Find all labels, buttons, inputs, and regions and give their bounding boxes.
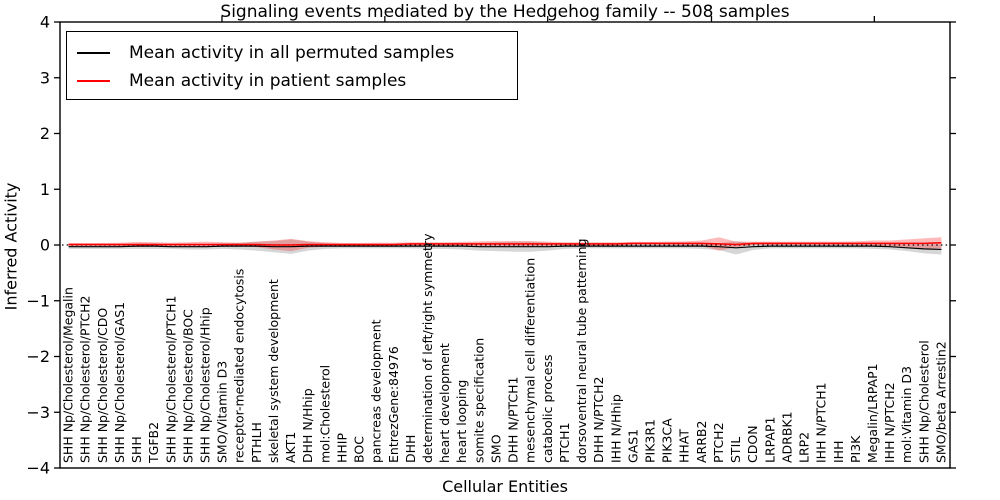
y-tick-label: −1 [26, 291, 50, 310]
x-tick-label: IHH N/Hhip [608, 394, 623, 463]
x-tick-label: PTCH1 [557, 422, 572, 463]
y-tick-label: 2 [40, 124, 50, 143]
x-tick-label: IHH [831, 441, 846, 464]
x-tick-label: IHH N/PTCH2 [882, 382, 897, 463]
x-tick-label: SHH Np/Cholesterol/BOC [180, 309, 195, 463]
x-tick-label: mesenchymal cell differentiation [523, 258, 538, 463]
x-tick-label: SMO/beta Arrestin2 [933, 341, 948, 463]
x-tick-label: GAS1 [625, 429, 640, 463]
y-axis-label: Inferred Activity [1, 182, 21, 311]
legend-row-permuted: Mean activity in all permuted samples [77, 39, 517, 67]
permuted-line-swatch [77, 52, 110, 54]
x-tick-label: AKT1 [283, 432, 298, 463]
chart-title: Signaling events mediated by the Hedgeho… [220, 2, 790, 22]
y-tick-label: 0 [40, 236, 50, 255]
x-tick-label: somite specification [471, 338, 486, 463]
x-tick-label: HHAT [677, 429, 692, 463]
x-tick-label: ADRBK1 [779, 411, 794, 463]
x-tick-label: DHH [403, 435, 418, 463]
permuted-mean-line [68, 245, 942, 251]
patient-line-swatch [77, 80, 110, 82]
y-tick-label: 1 [40, 180, 50, 199]
x-tick-label: Megalin/LRPAP1 [865, 363, 880, 463]
x-tick-label: STIL [728, 437, 743, 463]
x-tick-label: SHH Np/Cholesterol/PTCH1 [163, 296, 178, 464]
x-tick-label: heart looping [454, 380, 469, 463]
x-tick-label: PTHLH [249, 422, 264, 463]
x-tick-label: EntrezGene:84976 [386, 346, 401, 463]
x-tick-label: CDON [745, 425, 760, 463]
x-tick-label: SMO/Vitamin D3 [215, 361, 230, 463]
y-tick-label: −2 [26, 347, 50, 366]
x-tick-label: SHH Np/Cholesterol/GAS1 [112, 302, 127, 463]
x-tick-label: IHH N/PTCH1 [814, 382, 829, 463]
x-tick-label: TGFB2 [146, 422, 161, 464]
y-tick-label: 3 [40, 68, 50, 87]
x-tick-label: PIK3CA [660, 418, 675, 463]
x-tick-label: catabolic process [540, 354, 555, 463]
legend: Mean activity in all permuted samples Me… [66, 31, 518, 100]
x-tick-label: DHH N/Hhip [300, 388, 315, 463]
x-tick-label: LRP2 [797, 432, 812, 463]
x-tick-label: PIK3R1 [642, 419, 657, 463]
x-tick-label: SMO [488, 434, 503, 463]
x-tick-label: SHH Np/Cholesterol/Hhip [197, 307, 212, 463]
x-tick-label: ARRB2 [694, 421, 709, 463]
legend-row-patient: Mean activity in patient samples [77, 67, 517, 95]
patient-mean-line [68, 242, 942, 246]
x-tick-label: SHH Np/Cholesterol/Megalin [61, 287, 76, 463]
x-axis-label: Cellular Entities [442, 477, 568, 496]
x-tick-label: determination of left/right symmetry [420, 233, 435, 463]
x-tick-label: PTCH2 [711, 422, 726, 463]
x-tick-label: mol:Vitamin D3 [899, 366, 914, 463]
x-tick-label: SHH Np/Cholesterol/PTCH2 [78, 296, 93, 464]
x-tick-label: DHH N/PTCH2 [591, 377, 606, 463]
legend-label-permuted: Mean activity in all permuted samples [129, 43, 455, 63]
x-tick-label: pancreas development [369, 319, 384, 463]
legend-label-patient: Mean activity in patient samples [129, 71, 407, 91]
x-tick-label: BOC [352, 436, 367, 463]
x-tick-label: dorsoventral neural tube patterning [574, 239, 589, 464]
x-tick-label: SHH Np/Cholesterol/CDO [95, 308, 110, 463]
x-tick-label: DHH N/PTCH1 [506, 377, 521, 463]
x-tick-label: mol:Cholesterol [317, 365, 332, 463]
y-tick-label: −3 [26, 403, 50, 422]
x-tick-label: HHIP [334, 433, 349, 463]
x-tick-label: LRPAP1 [762, 417, 777, 463]
x-tick-label: SHH Np/Cholesterol [916, 340, 931, 463]
x-tick-label: receptor-mediated endocytosis [232, 269, 247, 463]
x-tick-label: heart development [437, 343, 452, 463]
x-tick-label: SHH [129, 436, 144, 463]
x-tick-label: PI3K [848, 435, 863, 463]
x-tick-label: skeletal system development [266, 279, 281, 463]
y-tick-label: 4 [40, 13, 50, 32]
y-tick-label: −4 [26, 459, 50, 478]
